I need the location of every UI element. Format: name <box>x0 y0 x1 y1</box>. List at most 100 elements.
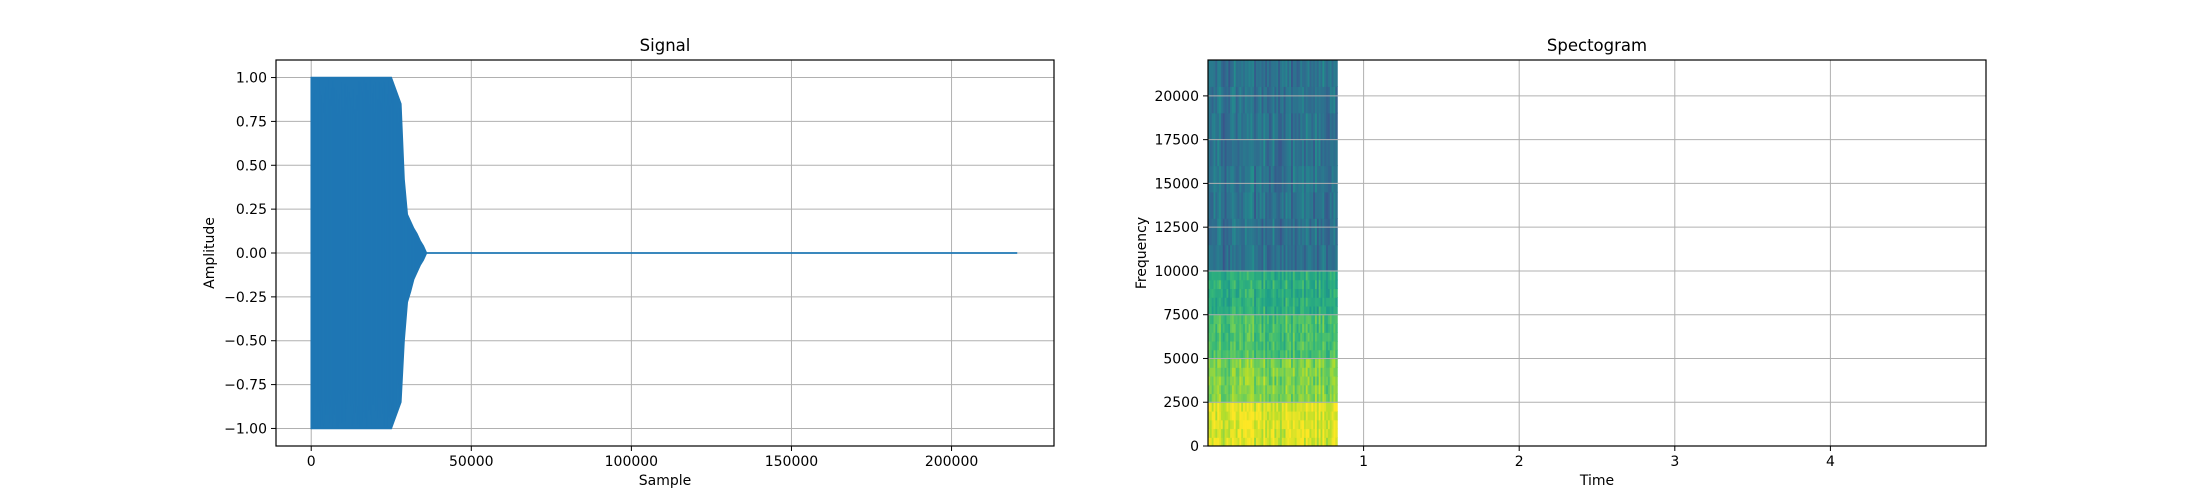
spectrogram-cell <box>1333 419 1336 430</box>
spectrogram-cell <box>1270 279 1274 290</box>
spectrogram-cell <box>1305 244 1309 272</box>
spectrogram-cell <box>1209 297 1213 307</box>
spectrogram-cell <box>1309 384 1312 395</box>
spectrogram-cell <box>1250 218 1253 246</box>
spectrogram-cell <box>1246 297 1250 307</box>
spectrogram-cell <box>1220 340 1224 351</box>
spectrogram-cell <box>1318 305 1322 316</box>
spectrogram-cell <box>1318 270 1322 281</box>
spectrogram-cell <box>1211 218 1215 246</box>
spectrogram-cell <box>1283 270 1287 281</box>
spectrogram-cell <box>1252 112 1255 140</box>
spectrogram-cell <box>1316 393 1320 403</box>
spectrogram-cell <box>1331 340 1335 351</box>
spectrogram-cell <box>1292 332 1296 342</box>
spectrogram-cell <box>1305 112 1309 140</box>
spectrogram-cell <box>1220 393 1224 403</box>
spectrogram-cell <box>1292 402 1296 412</box>
spectrogram-cell <box>1237 393 1240 403</box>
spectrogram-cell <box>1272 419 1276 430</box>
spectrogram-cell <box>1274 419 1277 430</box>
spectrogram-cell <box>1246 428 1250 438</box>
spectrogram-cell <box>1241 419 1244 430</box>
spectrogram-cell <box>1233 297 1237 307</box>
spectrogram-cell <box>1252 349 1255 360</box>
spectrogram-cell <box>1224 279 1228 290</box>
spectrogram-cell <box>1316 358 1320 368</box>
spectrogram-cell <box>1211 86 1215 114</box>
spectrogram-cell <box>1239 86 1242 114</box>
spectrogram-cell <box>1233 410 1237 421</box>
spectrogram-cell <box>1300 375 1303 386</box>
spectrogram-cell <box>1333 340 1336 351</box>
spectrogram-cell <box>1235 86 1239 114</box>
spectrogram-cell <box>1235 375 1239 386</box>
spectrogram-cell <box>1230 437 1233 446</box>
spectrogram-cell <box>1267 288 1270 298</box>
spectrogram-cell <box>1283 332 1287 342</box>
spectrogram-cell <box>1326 270 1329 281</box>
spectrogram-cell <box>1272 340 1276 351</box>
spectrogram-cell <box>1248 393 1252 403</box>
spectrogram-cell <box>1305 410 1309 421</box>
spectrogram-cell <box>1322 332 1325 342</box>
spectrogram-cell <box>1215 393 1218 403</box>
spectrogram-cell <box>1272 139 1276 167</box>
spectrogram-cell <box>1250 279 1253 290</box>
spectrogram-cell <box>1222 165 1226 193</box>
spectrogram-cell <box>1239 60 1242 87</box>
spectrogram-cell <box>1307 244 1311 272</box>
spectrogram-cell <box>1259 367 1263 377</box>
spectrogram-cell <box>1294 349 1298 360</box>
spectrogram-cell <box>1261 279 1264 290</box>
spectrogram-cell <box>1303 393 1307 403</box>
spectrogram-cell <box>1261 375 1264 386</box>
spectrogram-cell <box>1289 60 1292 87</box>
spectrogram-cell <box>1259 165 1263 193</box>
spectrogram-cell <box>1324 349 1327 360</box>
spectrogram-cell <box>1220 270 1224 281</box>
spectrogram-cell <box>1259 139 1263 167</box>
spectrogram-cell <box>1303 60 1307 87</box>
spectrogram-cell <box>1303 428 1307 438</box>
spectrogram-cell <box>1209 314 1213 325</box>
spectrogram-cell <box>1259 288 1263 298</box>
spectrogram-cell <box>1274 244 1277 272</box>
spectrogram-cell <box>1259 375 1263 386</box>
spectrogram-cell <box>1303 305 1307 316</box>
spectrogram-cell <box>1268 332 1272 342</box>
spectrogram-cell <box>1292 279 1296 290</box>
spectrogram-cell <box>1331 139 1335 167</box>
spectrogram-cell <box>1272 332 1276 342</box>
spectrogram-cell <box>1261 402 1264 412</box>
spectrogram-cell <box>1257 297 1261 307</box>
spectrogram-cell <box>1307 437 1311 446</box>
spectrogram-cell <box>1300 165 1303 193</box>
spectrogram-cell <box>1259 112 1263 140</box>
spectrogram-cell <box>1326 112 1329 140</box>
spectrogram-cell <box>1233 340 1237 351</box>
spectrogram-cell <box>1324 428 1327 438</box>
spectrogram-cell <box>1307 410 1311 421</box>
spectrogram-cell <box>1243 375 1246 386</box>
spectrogram-cell <box>1233 270 1237 281</box>
spectrogram-cell <box>1237 323 1240 333</box>
spectrogram-cell <box>1241 60 1244 87</box>
spectrogram-cell <box>1315 375 1318 386</box>
spectrogram-cell <box>1298 112 1301 140</box>
spectrogram-cell <box>1276 375 1279 386</box>
spectrogram-cell <box>1248 191 1252 219</box>
spectrogram-cell <box>1226 218 1229 246</box>
spectrogram-cell <box>1228 244 1231 272</box>
spectrogram-cell <box>1276 419 1279 430</box>
spectrogram-cell <box>1254 332 1257 342</box>
spectrogram-cell <box>1300 419 1303 430</box>
spectrogram-cell <box>1252 437 1255 446</box>
spectrogram-cell <box>1307 270 1311 281</box>
spectrogram-cell <box>1294 139 1298 167</box>
spectrogram-cell <box>1324 139 1327 167</box>
spectrogram-cell <box>1291 165 1294 193</box>
spectrogram-cell <box>1244 244 1248 272</box>
spectrogram-cell <box>1215 402 1218 412</box>
spectrogram-cell <box>1296 349 1299 360</box>
